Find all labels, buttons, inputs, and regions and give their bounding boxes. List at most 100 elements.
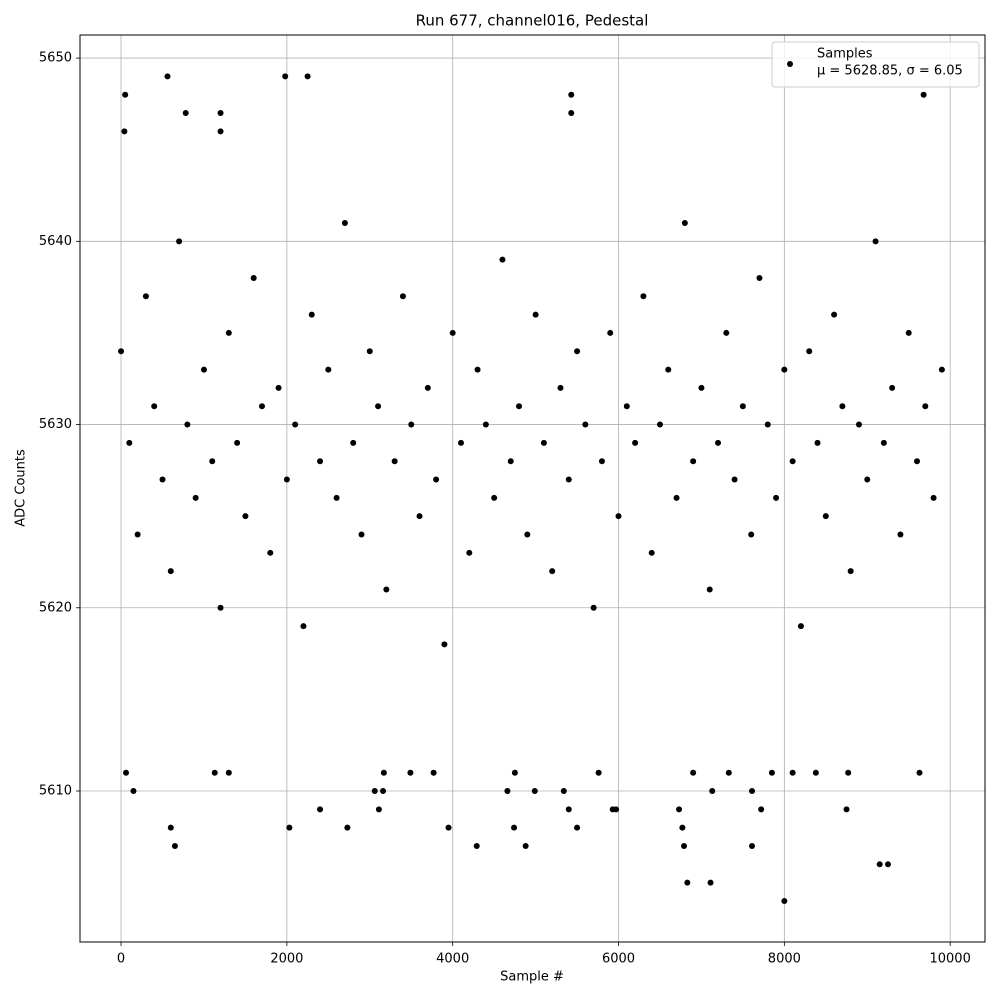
point xyxy=(267,549,274,556)
point xyxy=(380,769,387,776)
point xyxy=(473,842,480,849)
point xyxy=(167,824,174,831)
point xyxy=(748,531,755,538)
point xyxy=(482,421,489,428)
point xyxy=(317,806,324,813)
point xyxy=(516,403,523,410)
chart-title: Run 677, channel016, Pedestal xyxy=(416,12,649,30)
point xyxy=(698,384,705,391)
point xyxy=(549,568,556,575)
point xyxy=(325,366,332,373)
point xyxy=(930,494,937,501)
point xyxy=(922,403,929,410)
point xyxy=(540,439,547,446)
point xyxy=(897,531,904,538)
point xyxy=(916,769,923,776)
point xyxy=(640,293,647,300)
point xyxy=(889,384,896,391)
point xyxy=(192,494,199,501)
y-tick-label: 5620 xyxy=(39,600,72,615)
point xyxy=(399,293,406,300)
point xyxy=(598,458,605,465)
point xyxy=(283,476,290,483)
point xyxy=(749,842,756,849)
point xyxy=(375,806,382,813)
point xyxy=(706,586,713,593)
point xyxy=(707,879,714,886)
legend: Samples μ = 5628.85, σ = 6.05 xyxy=(771,41,980,88)
point xyxy=(499,256,506,263)
point xyxy=(595,769,602,776)
point xyxy=(864,476,871,483)
point xyxy=(176,238,183,245)
point xyxy=(333,494,340,501)
point xyxy=(130,788,137,795)
point xyxy=(582,421,589,428)
legend-box xyxy=(771,41,980,88)
point xyxy=(847,568,854,575)
point xyxy=(914,458,921,465)
point xyxy=(880,439,887,446)
point xyxy=(225,769,232,776)
point xyxy=(123,769,130,776)
point xyxy=(457,439,464,446)
point xyxy=(574,348,581,355)
y-tick-label: 5630 xyxy=(39,417,72,432)
point xyxy=(292,421,299,428)
point xyxy=(681,219,688,226)
point xyxy=(615,513,622,520)
point xyxy=(560,788,567,795)
point xyxy=(565,476,572,483)
point xyxy=(350,439,357,446)
point xyxy=(773,494,780,501)
point xyxy=(200,366,207,373)
point xyxy=(845,769,852,776)
point xyxy=(557,384,564,391)
point xyxy=(781,897,788,904)
y-axis-label: ADC Counts xyxy=(14,449,29,527)
legend-label: Samples xyxy=(817,47,873,62)
y-tick-label: 5650 xyxy=(39,51,72,66)
point xyxy=(905,329,912,336)
point xyxy=(684,879,691,886)
point xyxy=(416,513,423,520)
y-tick-label: 5640 xyxy=(39,234,72,249)
point xyxy=(234,439,241,446)
point xyxy=(531,788,538,795)
point xyxy=(171,842,178,849)
point xyxy=(756,274,763,281)
point xyxy=(341,219,348,226)
point xyxy=(709,788,716,795)
point xyxy=(250,274,257,281)
point xyxy=(690,769,697,776)
point xyxy=(814,439,821,446)
point xyxy=(789,458,796,465)
point xyxy=(781,366,788,373)
point xyxy=(731,476,738,483)
point xyxy=(217,604,224,611)
point xyxy=(184,421,191,428)
point xyxy=(920,91,927,98)
point xyxy=(308,311,315,318)
point xyxy=(884,861,891,868)
point xyxy=(648,549,655,556)
point xyxy=(673,494,680,501)
point xyxy=(441,641,448,648)
plot-frame xyxy=(79,34,986,943)
point xyxy=(282,73,289,80)
point xyxy=(607,329,614,336)
point xyxy=(433,476,440,483)
point xyxy=(613,806,620,813)
point xyxy=(466,549,473,556)
point xyxy=(380,788,387,795)
point xyxy=(511,769,518,776)
point xyxy=(855,421,862,428)
point xyxy=(159,476,166,483)
point xyxy=(391,458,398,465)
point xyxy=(565,806,572,813)
point xyxy=(167,568,174,575)
legend-note: μ = 5628.85, σ = 6.05 xyxy=(817,64,963,79)
x-tick-label: 8000 xyxy=(768,952,801,967)
point xyxy=(449,329,456,336)
